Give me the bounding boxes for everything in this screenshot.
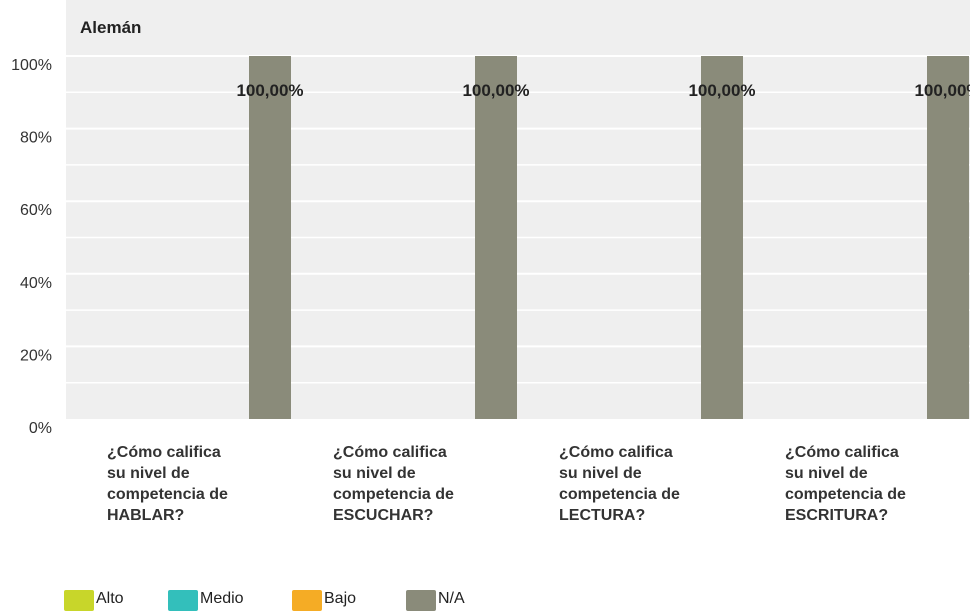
y-tick-label: 80% xyxy=(20,130,52,147)
y-tick-label: 0% xyxy=(29,420,52,437)
data-label: 100,00% xyxy=(462,81,529,100)
y-axis: 0% 20% 40% 60% 80% 100% xyxy=(11,57,52,437)
data-label: 100,00% xyxy=(236,81,303,100)
bar-n-a-2 xyxy=(475,56,517,419)
legend-swatch xyxy=(168,590,198,611)
category-label: ¿Cómo califica su nivel de competencia de E… xyxy=(333,444,454,524)
category-label: ¿Cómo califica su nivel de competencia de L… xyxy=(559,444,680,524)
bar-n-a-4 xyxy=(927,56,969,419)
bars xyxy=(249,56,969,419)
category-label: ¿Cómo califica su nivel de competencia de H… xyxy=(107,444,228,524)
gridlines xyxy=(66,55,970,384)
y-tick-label: 20% xyxy=(20,347,52,364)
data-label: 100,00% xyxy=(914,81,970,100)
plot-background xyxy=(66,0,970,419)
category-label: ¿Cómo califica su nivel de competencia de E… xyxy=(785,444,906,524)
y-tick-label: 40% xyxy=(20,275,52,292)
data-labels: 100,00% 100,00% 100,00% 100,00% xyxy=(236,81,970,100)
chart-title: Alemán xyxy=(80,18,141,37)
legend-label: N/A xyxy=(438,590,465,607)
y-tick-label: 60% xyxy=(20,202,52,219)
bar-n-a-1 xyxy=(249,56,291,419)
legend-swatch xyxy=(64,590,94,611)
legend-swatch xyxy=(406,590,436,611)
bar-n-a-3 xyxy=(701,56,743,419)
legend-label: Alto xyxy=(96,590,124,607)
legend-label: Medio xyxy=(200,590,244,607)
legend-label: Bajo xyxy=(324,590,356,607)
category-labels: ¿Cómo califica su nivel de competencia de H… xyxy=(107,444,906,524)
y-tick-label: 100% xyxy=(11,57,52,74)
legend: Alto Medio Bajo N/A xyxy=(64,590,465,611)
data-label: 100,00% xyxy=(688,81,755,100)
legend-swatch xyxy=(292,590,322,611)
